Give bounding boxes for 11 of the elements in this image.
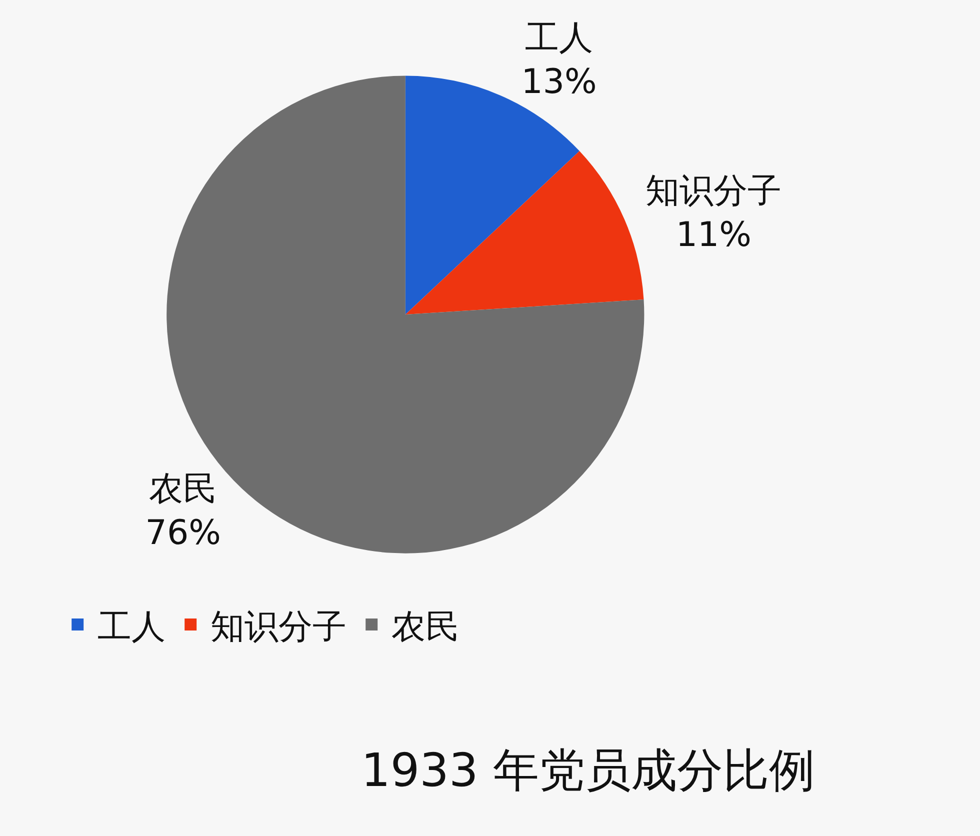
data-label: 11% bbox=[676, 215, 752, 256]
legend-label: 工人 bbox=[98, 606, 166, 647]
data-label: 76% bbox=[145, 513, 221, 554]
pie-slice bbox=[405, 151, 644, 315]
legend-label: 知识分子 bbox=[210, 606, 347, 647]
text: 1933 年党员成分比例 bbox=[361, 742, 815, 797]
slice-label: 知识分子 bbox=[646, 170, 782, 211]
slice-label: 工人 bbox=[525, 18, 594, 58]
slice-label: 农民 bbox=[149, 468, 218, 509]
legend-label: 农民 bbox=[392, 606, 460, 647]
data-label: 13% bbox=[521, 62, 597, 102]
